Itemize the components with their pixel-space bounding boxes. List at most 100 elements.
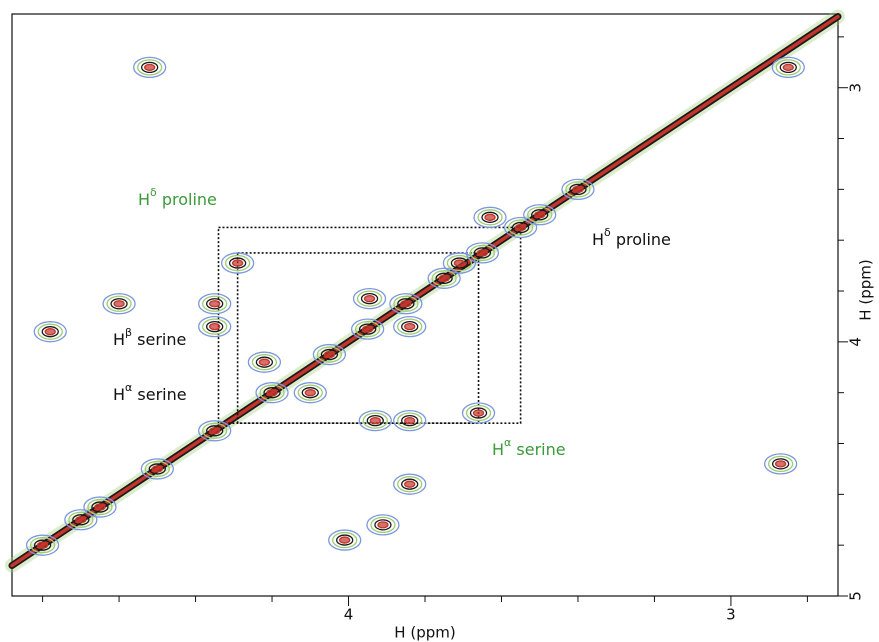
- contour: [767, 455, 794, 472]
- cross-peak: [523, 204, 557, 226]
- contour: [206, 320, 224, 333]
- contour: [144, 460, 170, 478]
- cross-peak: [393, 315, 427, 338]
- cross-peak: [442, 252, 477, 274]
- contour: [779, 61, 797, 74]
- contour: [352, 287, 387, 310]
- contour: [209, 322, 221, 331]
- contour: [106, 295, 132, 312]
- contour: [297, 384, 323, 401]
- contour: [361, 325, 374, 333]
- x-axis-title: H (ppm): [394, 624, 455, 642]
- contour: [255, 356, 274, 368]
- cross-peak: [389, 293, 423, 315]
- contour: [393, 295, 419, 312]
- contour: [198, 420, 232, 442]
- contour: [33, 321, 67, 343]
- cross-peak: [64, 509, 98, 531]
- contour: [374, 519, 392, 531]
- cross-peak: [83, 496, 117, 518]
- contour: [206, 425, 224, 437]
- contour: [397, 318, 423, 335]
- cross-peak: [561, 178, 595, 201]
- contour: [404, 416, 416, 425]
- contour: [771, 56, 805, 79]
- contour: [763, 453, 798, 475]
- contour: [37, 323, 63, 340]
- contour: [397, 298, 415, 310]
- contour: [113, 300, 125, 308]
- contour: [228, 257, 247, 269]
- contour: [328, 529, 362, 551]
- contour: [401, 320, 419, 333]
- contour: [87, 498, 113, 516]
- annotation: Hβ serine: [113, 326, 186, 349]
- contour: [350, 318, 385, 340]
- contour: [481, 211, 499, 223]
- contour: [465, 404, 492, 422]
- contour: [450, 257, 469, 269]
- cross-peak: [102, 293, 136, 315]
- annotation-rest: proline: [611, 230, 671, 249]
- cross-peak: [220, 252, 255, 274]
- annotation-rest: serine: [132, 385, 186, 404]
- cross-peak: [198, 420, 232, 442]
- contour: [527, 206, 553, 223]
- contour: [301, 387, 319, 399]
- x-tick-label: 4: [344, 606, 354, 624]
- annotation-base: H: [138, 190, 150, 209]
- contour: [484, 213, 496, 221]
- contour: [377, 521, 389, 529]
- contour: [75, 516, 87, 524]
- contour: [514, 223, 527, 232]
- contour: [29, 537, 56, 554]
- cross-peak: [198, 315, 232, 338]
- contour: [774, 460, 787, 468]
- contour: [64, 509, 98, 531]
- contour: [320, 348, 339, 361]
- contour: [435, 272, 453, 284]
- contour: [202, 318, 228, 335]
- contour: [247, 351, 282, 373]
- annotation-rest: serine: [132, 330, 186, 349]
- contour: [83, 496, 117, 518]
- contour: [561, 178, 595, 201]
- cross-peak: [255, 382, 289, 404]
- contour: [473, 247, 492, 259]
- contour: [442, 252, 477, 274]
- annotation-base: H: [492, 440, 504, 459]
- cross-peak: [358, 409, 392, 432]
- contour: [202, 422, 228, 439]
- annotation: Hδ proline: [138, 186, 217, 209]
- cross-peak: [465, 242, 500, 264]
- contour: [404, 322, 416, 331]
- contour: [36, 541, 49, 549]
- contour: [397, 476, 423, 493]
- y-tick-label: 5: [847, 591, 865, 601]
- contour: [531, 209, 549, 221]
- cross-peak: [33, 321, 67, 343]
- contour: [263, 387, 281, 399]
- contour: [362, 412, 388, 429]
- contour: [151, 465, 163, 473]
- contour: [461, 402, 496, 424]
- contour: [534, 211, 546, 219]
- contour: [209, 300, 221, 308]
- annotation: Hα serine: [492, 436, 566, 459]
- cross-peak: [366, 514, 400, 536]
- cross-peak: [352, 287, 387, 310]
- contour: [431, 270, 457, 287]
- y-tick-label: 4: [847, 337, 865, 347]
- contour: [41, 326, 59, 338]
- contour: [358, 409, 392, 432]
- contour: [363, 294, 376, 303]
- contour: [369, 416, 381, 425]
- contour: [33, 539, 52, 551]
- contour: [569, 183, 587, 196]
- contour: [266, 389, 278, 397]
- contour: [572, 185, 584, 194]
- contour: [477, 209, 503, 226]
- annotation: Hδ proline: [592, 226, 671, 249]
- contour: [771, 458, 790, 470]
- contour: [255, 382, 289, 404]
